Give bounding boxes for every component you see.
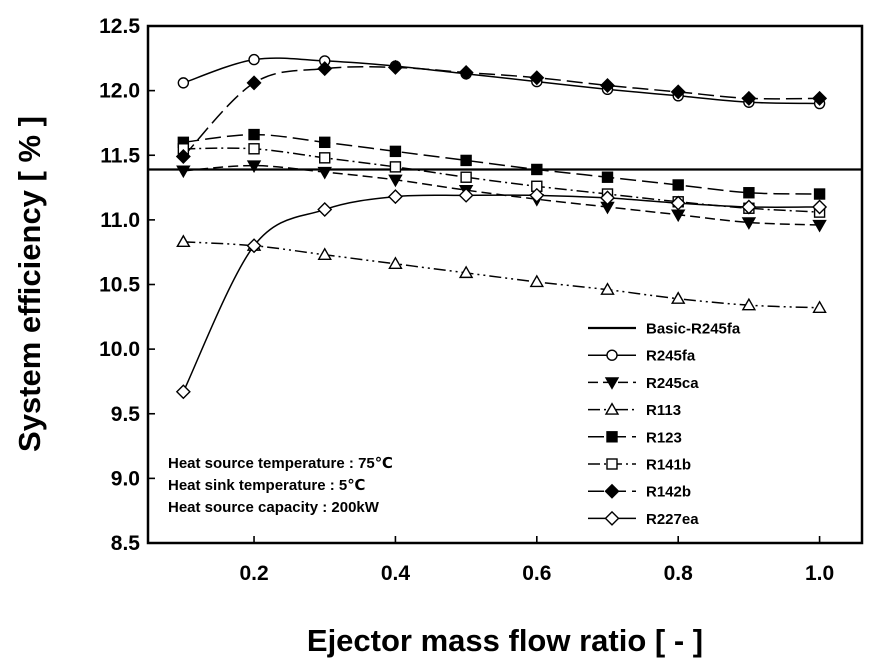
data-point-r142b [600, 77, 615, 93]
data-point-r113 [176, 234, 191, 248]
data-point-r113 [317, 247, 332, 260]
note-line-3: Heat source capacity : 200kW [168, 499, 380, 516]
y-tick-label: 12.0 [99, 80, 140, 103]
data-point-r123 [319, 136, 331, 149]
data-point-r142b [246, 75, 262, 91]
data-point-r123 [460, 154, 472, 167]
data-point-r141b [389, 161, 402, 173]
data-point-r227ea [175, 384, 191, 400]
x-tick-label: 1.0 [805, 562, 834, 585]
y-tick-label: 8.5 [111, 532, 141, 555]
x-axis-title: Ejector mass flow ratio [ - ] [307, 623, 703, 658]
legend-marker-r142b [604, 483, 620, 499]
data-point-r123 [813, 188, 826, 200]
data-point-r141b [248, 143, 260, 155]
y-tick-label: 11.0 [100, 209, 140, 232]
series-line-r113 [183, 241, 820, 309]
data-point-r245fa [248, 53, 260, 66]
data-point-r245ca [246, 160, 262, 174]
data-point-r123 [389, 145, 402, 158]
x-tick-label: 0.4 [381, 562, 411, 585]
legend-marker-r123 [606, 431, 618, 443]
legend-marker-r141b [606, 458, 618, 470]
data-point-r245ca [176, 165, 191, 179]
data-point-r227ea [458, 187, 474, 203]
series-layer [148, 57, 862, 393]
data-point-r113 [600, 282, 615, 295]
data-point-r142b [741, 90, 757, 106]
y-tick-label: 9.0 [111, 467, 140, 490]
legend: Basic-R245fa R245fa R245ca R113 R123 R141b R14… [588, 321, 741, 528]
data-point-r227ea [600, 190, 615, 206]
data-point-r142b [812, 90, 828, 106]
legend-label-r142b: R142b [646, 484, 691, 501]
legend-label-r141b: R141b [646, 457, 691, 474]
data-point-r245ca [741, 217, 757, 230]
data-point-r123 [531, 163, 543, 176]
plot-frame [146, 24, 864, 545]
series-line-r227ea [182, 194, 820, 393]
series-line-r245fa [183, 57, 820, 105]
legend-marker-r227ea [604, 510, 620, 526]
legend-label-r245fa: R245fa [646, 348, 696, 365]
data-point-r227ea [529, 187, 545, 203]
data-point-r227ea [246, 238, 262, 254]
y-tick-label: 10.0 [99, 338, 140, 361]
legend-marker-r113 [604, 402, 620, 415]
note-line-2: Heat sink temperature : 5℃ [168, 477, 365, 494]
data-point-r142b [317, 61, 333, 77]
data-point-r142b [387, 59, 403, 75]
legend-label-r113: R113 [646, 402, 681, 419]
x-tick-label: 0.2 [239, 562, 268, 585]
note-line-1: Heat source temperature : 75℃ [168, 455, 393, 472]
data-point-r123 [672, 179, 684, 191]
data-point-r245ca [812, 219, 827, 233]
data-point-r142b [670, 84, 686, 100]
x-tick-label: 0.6 [522, 562, 551, 585]
y-tick-label: 9.5 [111, 403, 141, 426]
legend-marker-r245ca [604, 377, 620, 390]
data-point-r113 [812, 300, 827, 313]
data-point-r113 [388, 256, 403, 270]
data-point-r123 [601, 171, 614, 183]
x-tick-label: 0.8 [664, 562, 694, 585]
legend-label-basic-r245fa: Basic-R245fa [646, 321, 741, 338]
data-point-r227ea [387, 189, 403, 205]
data-point-r227ea [317, 202, 333, 218]
data-point-r141b [319, 152, 331, 164]
data-point-r227ea [670, 195, 686, 211]
marker-layer [175, 53, 828, 400]
axis-layer: 8.5 9.0 9.5 10.0 10.5 11.0 11.5 12.0 12.5 0.2 0.4 0… [99, 15, 834, 585]
data-point-r123 [743, 187, 755, 199]
data-point-r123 [248, 128, 260, 141]
data-point-r142b [529, 70, 545, 86]
y-tick-label: 12.5 [99, 15, 140, 38]
data-point-r245ca [317, 166, 332, 180]
data-point-r113 [529, 274, 545, 288]
y-tick-label: 10.5 [99, 274, 140, 297]
y-axis-title: System efficiency [ % ] [12, 116, 47, 452]
legend-label-r123: R123 [646, 429, 682, 446]
data-point-r113 [670, 291, 686, 304]
data-point-r142b [458, 65, 474, 81]
series-line-r142b [182, 66, 820, 158]
data-point-r142b [175, 149, 191, 165]
series-line-r123 [183, 133, 820, 195]
data-point-r227ea [812, 199, 828, 215]
data-point-r227ea [741, 199, 757, 215]
data-point-r113 [458, 265, 474, 279]
y-tick-label: 11.5 [100, 144, 140, 167]
data-point-r245ca [388, 174, 403, 188]
condition-note: Heat source temperature : 75℃ Heat sink … [168, 455, 393, 516]
legend-marker-r245fa [606, 349, 618, 361]
legend-label-r227ea: R227ea [646, 511, 699, 528]
data-point-r113 [741, 297, 757, 311]
data-point-r245fa [177, 77, 190, 89]
legend-label-r245ca: R245ca [646, 375, 699, 392]
data-point-r141b [460, 171, 472, 183]
